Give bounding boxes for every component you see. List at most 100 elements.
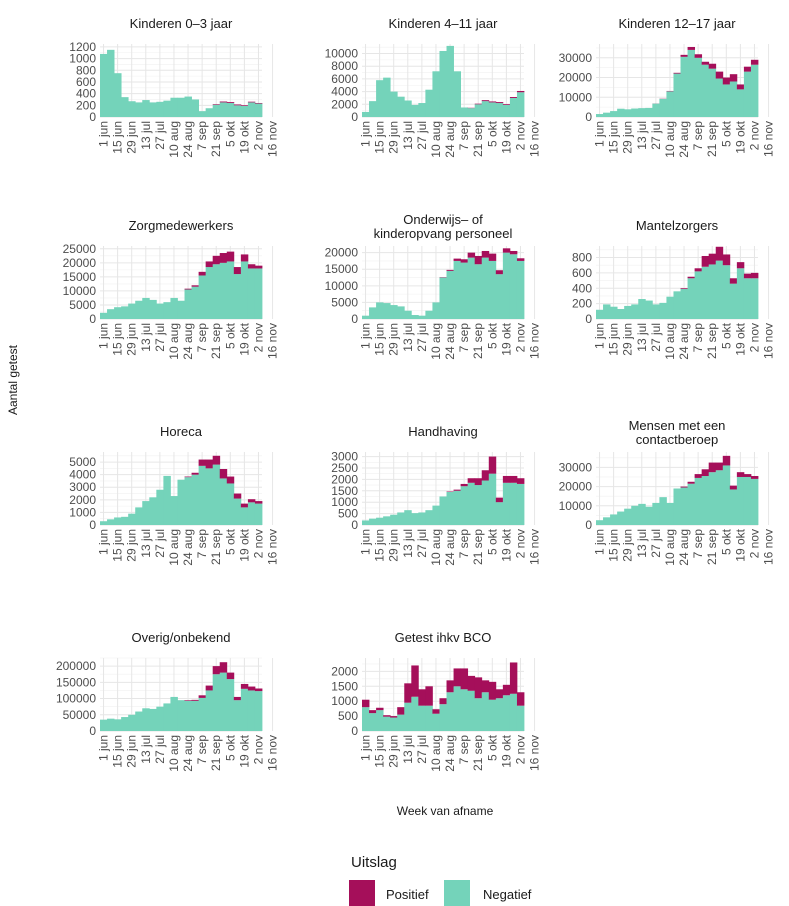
bar-negatief bbox=[453, 71, 462, 117]
bar-negatief bbox=[666, 502, 674, 525]
bar-positief bbox=[226, 476, 235, 484]
bar-negatief bbox=[460, 262, 469, 319]
bar-negatief bbox=[743, 476, 752, 525]
bar-negatief bbox=[743, 278, 752, 319]
bar-negatief bbox=[233, 105, 242, 117]
bar-negatief bbox=[708, 68, 717, 117]
y-tick-label: 10000 bbox=[325, 279, 359, 293]
bar-negatief bbox=[729, 81, 738, 117]
bar-negatief bbox=[666, 91, 674, 117]
legend-swatch-negative bbox=[444, 880, 470, 906]
bar-negatief bbox=[418, 103, 426, 117]
bar-negatief bbox=[205, 267, 214, 319]
bar-negatief bbox=[516, 92, 525, 117]
bar-negatief bbox=[411, 104, 419, 117]
bar-negatief bbox=[439, 50, 447, 118]
y-tick-label: 1500 bbox=[331, 679, 358, 693]
bar-positief bbox=[729, 485, 738, 490]
x-tick-label: 16 nov bbox=[266, 323, 280, 359]
bar-negatief bbox=[680, 56, 688, 117]
bar-negatief bbox=[481, 692, 490, 731]
x-tick-label: 10 aug bbox=[167, 529, 181, 566]
bar-negatief bbox=[233, 498, 242, 525]
bar-negatief bbox=[107, 49, 115, 118]
bar-positief bbox=[701, 469, 710, 477]
bar-positief bbox=[240, 503, 249, 508]
bar-positief bbox=[191, 285, 200, 287]
x-tick-label: 10 aug bbox=[663, 529, 677, 566]
bar-positief bbox=[736, 472, 745, 477]
bar-negatief bbox=[673, 291, 681, 319]
panel-title: Horeca bbox=[160, 424, 203, 439]
x-tick-label: 19 okt bbox=[499, 322, 513, 355]
x-tick-label: 27 jul bbox=[153, 735, 167, 764]
bar-positief bbox=[743, 273, 752, 279]
y-tick-label: 0 bbox=[351, 518, 358, 532]
x-tick-label: 13 jul bbox=[401, 121, 415, 150]
x-tick-label: 27 jul bbox=[153, 323, 167, 352]
bar-negatief bbox=[397, 306, 405, 319]
bar-positief bbox=[219, 101, 228, 103]
x-tick-label: 10 aug bbox=[167, 735, 181, 772]
x-tick-label: 27 jul bbox=[649, 323, 663, 352]
x-tick-label: 2 nov bbox=[251, 735, 265, 764]
x-tick-label: 2 nov bbox=[747, 323, 761, 352]
bar-negatief bbox=[453, 490, 462, 525]
x-tick-label: 21 sep bbox=[471, 323, 485, 359]
bar-negatief bbox=[369, 518, 377, 525]
y-tick-label: 200 bbox=[76, 98, 96, 112]
bar-negatief bbox=[177, 97, 185, 117]
bar-positief bbox=[502, 248, 511, 253]
bar-negatief bbox=[114, 307, 122, 319]
x-tick-label: 15 jun bbox=[373, 735, 387, 768]
bar-positief bbox=[397, 707, 405, 715]
bar-positief bbox=[694, 54, 703, 58]
bar-negatief bbox=[135, 711, 143, 731]
bar-negatief bbox=[474, 264, 483, 319]
bar-negatief bbox=[198, 111, 207, 117]
x-tick-label: 21 sep bbox=[705, 323, 719, 359]
bar-negatief bbox=[488, 102, 497, 117]
bar-negatief bbox=[722, 465, 731, 525]
bar-positief bbox=[191, 472, 200, 475]
x-tick-label: 16 nov bbox=[528, 529, 542, 565]
bar-negatief bbox=[383, 77, 391, 117]
x-tick-label: 1 jun bbox=[359, 735, 373, 761]
bar-negatief bbox=[453, 686, 462, 731]
y-tick-label: 600 bbox=[572, 266, 592, 280]
panel-title: Overig/onbekend bbox=[131, 630, 230, 645]
bar-negatief bbox=[376, 302, 384, 319]
bar-negatief bbox=[474, 698, 483, 731]
bar-negatief bbox=[114, 517, 122, 525]
y-tick-label: 10000 bbox=[559, 90, 593, 104]
y-tick-label: 5000 bbox=[69, 298, 96, 312]
x-tick-label: 16 nov bbox=[266, 735, 280, 771]
bar-negatief bbox=[460, 689, 469, 731]
bar-positief bbox=[446, 680, 454, 693]
x-tick-label: 27 jul bbox=[415, 121, 429, 150]
bar-negatief bbox=[240, 105, 249, 117]
x-tick-label: 21 sep bbox=[209, 121, 223, 157]
bar-positief bbox=[376, 707, 384, 711]
bar-positief bbox=[205, 685, 214, 691]
x-tick-label: 2 nov bbox=[747, 529, 761, 558]
bar-negatief bbox=[142, 100, 150, 117]
bar-negatief bbox=[603, 304, 611, 319]
bar-negatief bbox=[100, 312, 108, 319]
y-tick-label: 200 bbox=[572, 297, 592, 311]
panel-title: Zorgmedewerkers bbox=[129, 218, 234, 233]
bar-negatief bbox=[617, 309, 625, 319]
bar-negatief bbox=[729, 283, 738, 319]
panel-title: Kinderen 0–3 jaar bbox=[130, 16, 233, 31]
bar-positief bbox=[233, 493, 242, 499]
bar-positief bbox=[722, 77, 731, 85]
x-tick-label: 24 aug bbox=[443, 121, 457, 158]
bar-positief bbox=[453, 668, 462, 687]
x-tick-label: 29 jun bbox=[387, 323, 401, 356]
bar-negatief bbox=[191, 286, 200, 319]
x-tick-label: 29 jun bbox=[125, 735, 139, 768]
x-tick-label: 21 sep bbox=[471, 529, 485, 565]
bar-negatief bbox=[184, 289, 192, 319]
